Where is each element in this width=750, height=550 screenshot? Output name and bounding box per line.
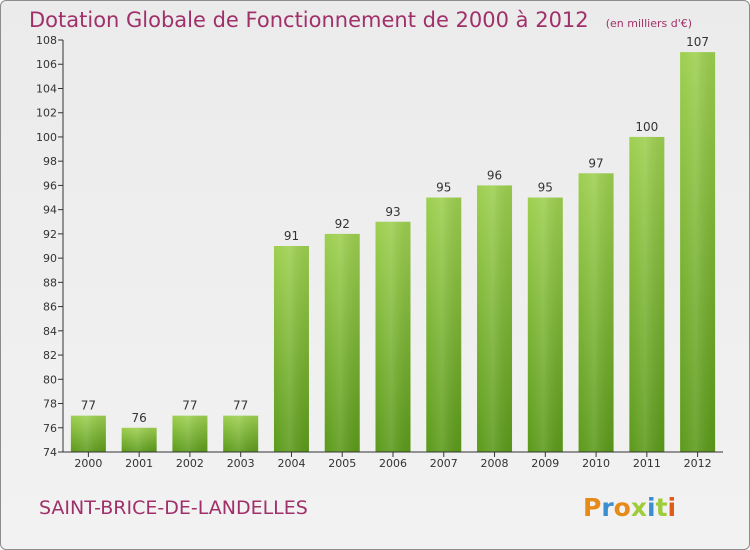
- bar-shine: [273, 246, 309, 452]
- y-tick-label: 78: [43, 398, 57, 411]
- chart-title: Dotation Globale de Fonctionnement de 20…: [29, 8, 589, 32]
- bar-shine: [172, 415, 208, 452]
- bar-shine: [578, 173, 614, 452]
- y-tick-label: 76: [43, 422, 57, 435]
- bar-data-label: 92: [335, 217, 350, 231]
- axes: [62, 40, 723, 453]
- y-tick-label: 104: [36, 82, 57, 95]
- bar-data-label: 96: [487, 168, 502, 182]
- bar-shine: [121, 427, 157, 452]
- bar-shine: [70, 415, 106, 452]
- y-tick-label: 90: [43, 252, 57, 265]
- bar-data-label: 95: [436, 181, 451, 195]
- bar-shine: [426, 197, 462, 452]
- proxiti-logo-letter: o: [613, 493, 631, 522]
- y-tick-label: 94: [43, 204, 57, 217]
- y-tick-label: 88: [43, 276, 57, 289]
- proxiti-logo-letter: r: [601, 493, 614, 522]
- proxiti-logo-letter: P: [583, 493, 602, 522]
- bar-data-label: 77: [81, 399, 96, 413]
- x-tick-label: 2009: [531, 457, 559, 470]
- bar-data-label: 76: [132, 411, 147, 425]
- y-tick-label: 96: [43, 179, 57, 192]
- proxiti-logo: Proxiti: [583, 493, 676, 522]
- bar-shine: [680, 52, 716, 452]
- proxiti-logo-letter: i: [647, 493, 656, 522]
- x-tick-label: 2000: [74, 457, 102, 470]
- x-tick-label: 2006: [379, 457, 407, 470]
- proxiti-logo-letter: t: [655, 493, 668, 522]
- bar-shine: [477, 185, 513, 453]
- y-tick-label: 100: [36, 131, 57, 144]
- x-tick-label: 2004: [277, 457, 305, 470]
- y-tick-label: 82: [43, 349, 57, 362]
- bar-shine: [223, 415, 259, 452]
- bar-shine: [629, 136, 665, 453]
- y-tick-label: 98: [43, 155, 57, 168]
- bar-shine: [324, 233, 360, 452]
- bar-data-label: 93: [385, 205, 400, 219]
- x-tick-label: 2005: [328, 457, 356, 470]
- y-tick-label: 74: [43, 446, 57, 459]
- y-tick-label: 106: [36, 58, 57, 71]
- x-tick-label: 2007: [430, 457, 458, 470]
- x-tick-label: 2001: [125, 457, 153, 470]
- x-tick-label: 2002: [176, 457, 204, 470]
- y-tick-label: 86: [43, 301, 57, 314]
- x-tick-label: 2010: [582, 457, 610, 470]
- y-tick-label: 108: [36, 34, 57, 47]
- bar-data-label: 77: [182, 399, 197, 413]
- title-row: Dotation Globale de Fonctionnement de 20…: [29, 8, 692, 32]
- y-tick-label: 80: [43, 373, 57, 386]
- bar-data-label: 91: [284, 229, 299, 243]
- bar-shine: [527, 197, 563, 452]
- bar-data-label: 100: [635, 120, 658, 134]
- proxiti-logo-letter: x: [630, 493, 647, 522]
- bar-data-label: 107: [686, 35, 709, 49]
- x-axis-ticks: 2000 2001 2002 2003 2004 2005 2006 2007 2008 2009…: [74, 452, 712, 470]
- x-tick-label: 2003: [227, 457, 255, 470]
- x-tick-label: 2012: [684, 457, 712, 470]
- bars: 77 76 77 77 91 92 93 95 96 95 97 100 107: [70, 35, 716, 453]
- commune-name: SAINT-BRICE-DE-LANDELLES: [39, 497, 308, 519]
- chart-unit-note: (en milliers d'€): [605, 17, 693, 30]
- bar-data-label: 77: [233, 399, 248, 413]
- y-tick-label: 102: [36, 107, 57, 120]
- y-tick-label: 92: [43, 228, 57, 241]
- y-tick-label: 84: [43, 325, 57, 338]
- x-tick-label: 2011: [633, 457, 661, 470]
- x-tick-label: 2008: [481, 457, 509, 470]
- bar-shine: [375, 221, 411, 452]
- bar-data-label: 95: [538, 181, 553, 195]
- y-axis-ticks: 74 76 78 80 82 84 86 88 90 92 94 96 98 100 102 104 106 10…: [36, 34, 63, 459]
- proxiti-logo-letter: i: [667, 493, 677, 522]
- bar-data-label: 97: [588, 156, 603, 170]
